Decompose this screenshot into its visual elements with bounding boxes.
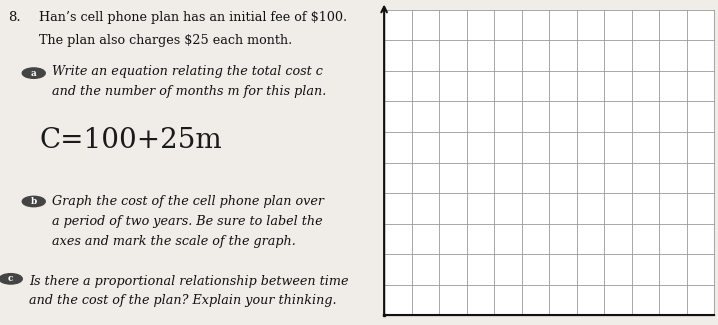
Text: axes and mark the scale of the graph.: axes and mark the scale of the graph. xyxy=(52,235,295,248)
Circle shape xyxy=(0,274,22,284)
Circle shape xyxy=(22,68,45,78)
Text: a period of two years. Be sure to label the: a period of two years. Be sure to label … xyxy=(52,214,322,227)
Text: The plan also charges $25 each month.: The plan also charges $25 each month. xyxy=(39,34,293,47)
Text: C=100+25m: C=100+25m xyxy=(39,127,223,154)
Text: c: c xyxy=(8,274,14,283)
Text: Write an equation relating the total cost c: Write an equation relating the total cos… xyxy=(52,65,322,78)
Text: a: a xyxy=(31,69,37,78)
Text: and the cost of the plan? Explain your thinking.: and the cost of the plan? Explain your t… xyxy=(29,294,336,307)
Text: b: b xyxy=(31,197,37,206)
Text: Han’s cell phone plan has an initial fee of $100.: Han’s cell phone plan has an initial fee… xyxy=(39,11,348,24)
Circle shape xyxy=(22,196,45,207)
Text: and the number of months m for this plan.: and the number of months m for this plan… xyxy=(52,85,326,98)
Text: Is there a proportional relationship between time: Is there a proportional relationship bet… xyxy=(29,275,348,288)
Text: Graph the cost of the cell phone plan over: Graph the cost of the cell phone plan ov… xyxy=(52,195,324,208)
Bar xyxy=(384,10,714,315)
Text: 8.: 8. xyxy=(9,11,22,24)
